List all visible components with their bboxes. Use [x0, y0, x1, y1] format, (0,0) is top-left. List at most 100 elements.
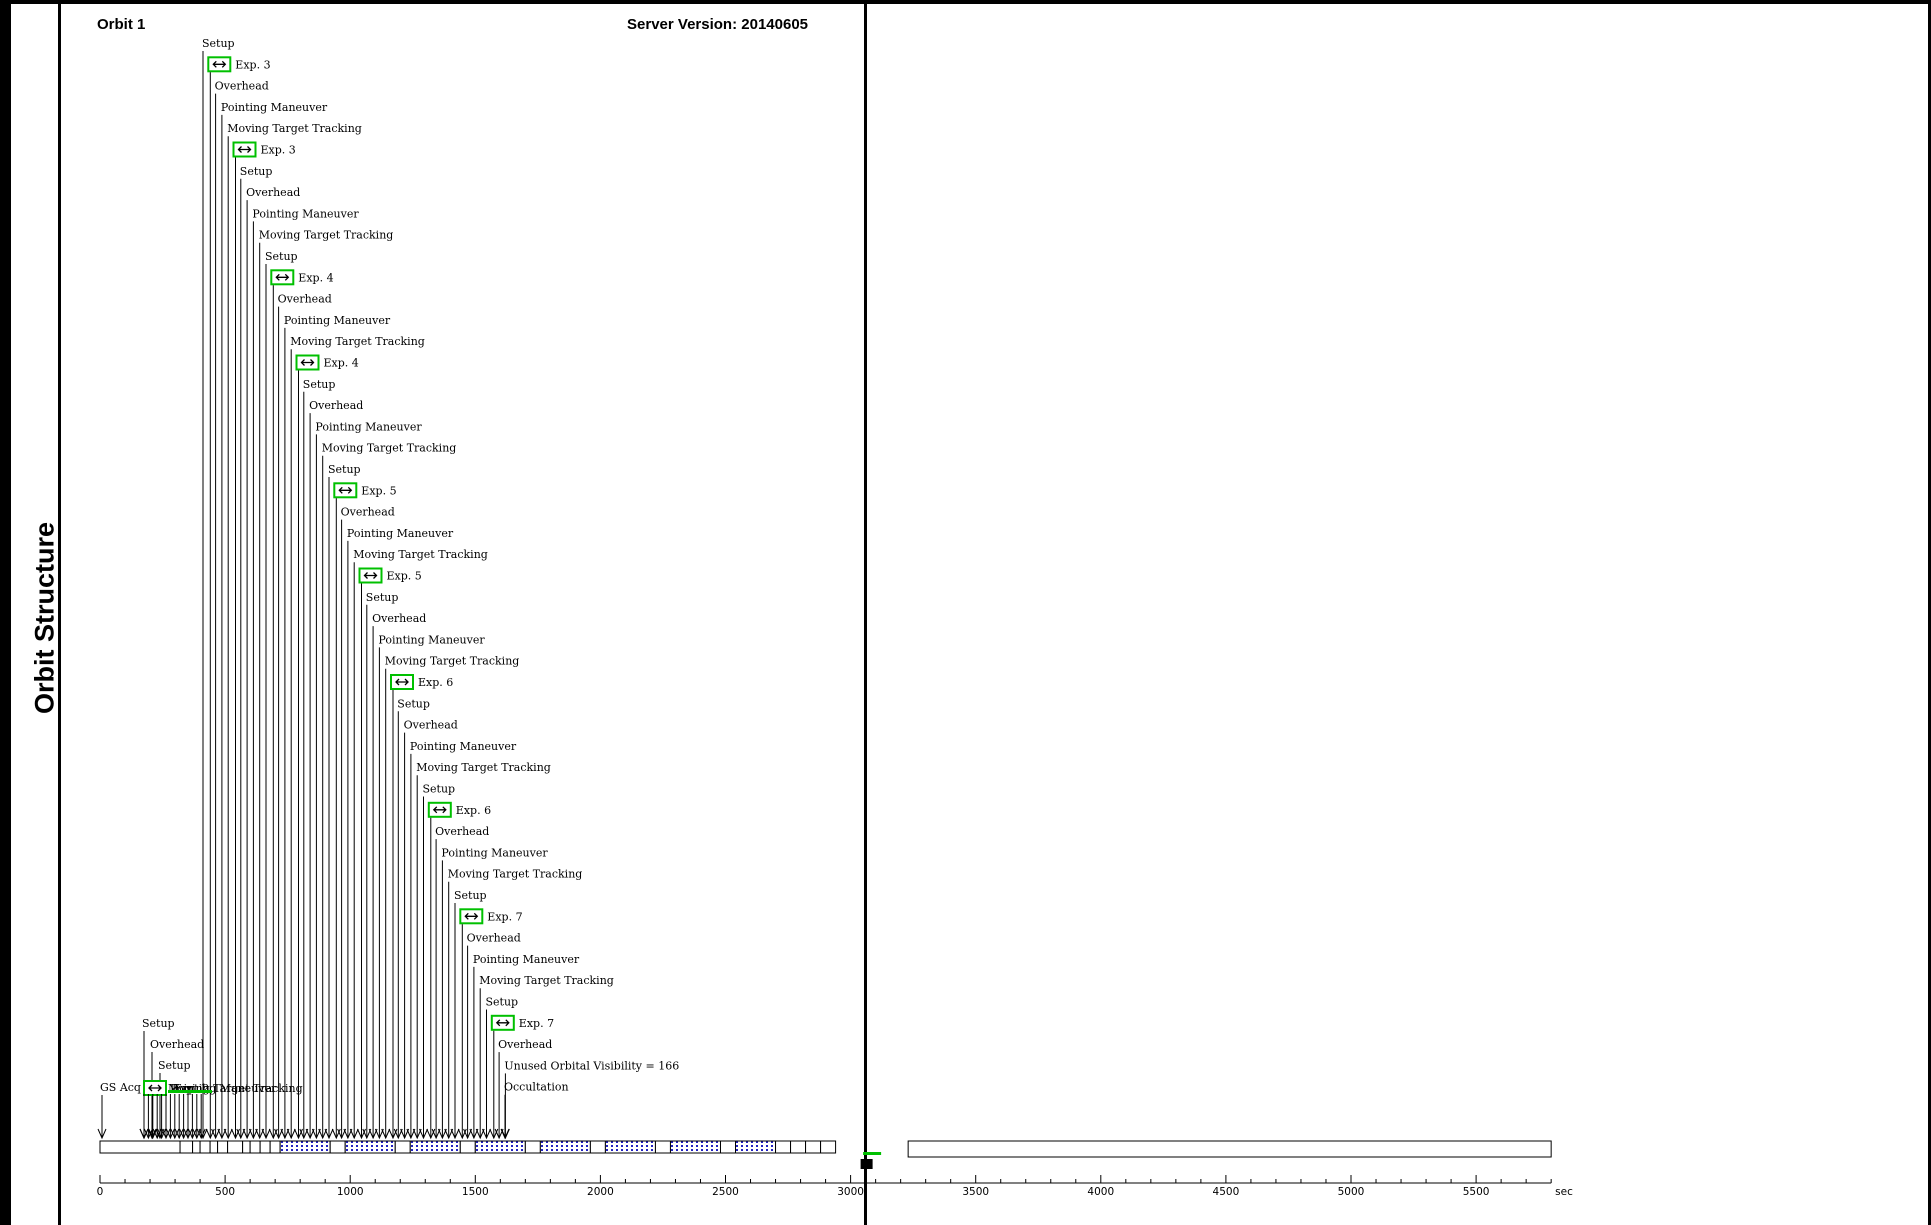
event-label: Pointing Maneuver [347, 527, 454, 540]
event-label: Exp. 7 [519, 1017, 554, 1030]
event-arrowhead [311, 1128, 321, 1140]
event-label: Overhead [278, 293, 332, 306]
overhead-segment [249, 1140, 261, 1154]
cluster-arrowhead [183, 1128, 193, 1140]
double-arrow-icon [148, 1084, 162, 1092]
gs-acq-segment [99, 1140, 181, 1154]
double-arrow-icon [495, 1019, 510, 1027]
event-arrowhead [280, 1128, 290, 1140]
cluster-arrowhead [196, 1128, 206, 1140]
double-arrow-icon [275, 273, 290, 281]
event-arrowhead [318, 1128, 328, 1140]
event-label: Exp. 4 [324, 357, 359, 370]
event-label: Unused Orbital Visibility = 166 [504, 1059, 679, 1072]
event-label: Occultation [504, 1081, 569, 1094]
event-arrowhead [337, 1128, 347, 1140]
event-label: Moving Target Tracking [227, 122, 362, 135]
double-arrow-icon [395, 678, 409, 686]
overlapping-label: Exp. 2 [174, 1082, 209, 1095]
exposure-segment [409, 1140, 461, 1154]
axis-tick-label: 2500 [712, 1186, 739, 1198]
event-label: Setup [265, 250, 298, 263]
event-label: Exp. 6 [418, 676, 453, 689]
overhead-segment [192, 1140, 201, 1154]
overhead-segment [329, 1140, 346, 1154]
event-arrowhead [381, 1128, 391, 1140]
event-label: Moving Target Tracking [479, 974, 614, 987]
event-label: Pointing Maneuver [284, 314, 391, 327]
event-arrowhead [437, 1128, 447, 1140]
cluster-highlight [168, 1090, 212, 1093]
double-arrow-icon [338, 486, 353, 494]
overhead-segment [589, 1140, 606, 1154]
event-label: Overhead [435, 825, 489, 838]
exposure-segment [735, 1140, 777, 1154]
axis-tick-label: 3500 [962, 1186, 989, 1198]
overhead-segment [179, 1140, 194, 1154]
event-label: Exp. 4 [298, 271, 333, 284]
axis-tick-label: 4000 [1087, 1186, 1114, 1198]
axis-tick-label: 1000 [337, 1186, 364, 1198]
event-arrowhead [463, 1128, 473, 1140]
event-label: Pointing Maneuver [221, 101, 328, 114]
double-arrow-icon [237, 146, 252, 153]
cluster-arrowhead [157, 1128, 167, 1140]
event-arrowhead [236, 1128, 246, 1140]
overhead-segment [524, 1140, 541, 1154]
event-arrowhead [261, 1128, 271, 1140]
event-arrowhead [444, 1128, 454, 1140]
overhead-segment [269, 1140, 281, 1154]
event-label: Exp. 5 [361, 484, 396, 497]
orbit-label: Orbit 1 [97, 16, 146, 33]
overhead-segment [775, 1140, 792, 1154]
axis-tick-label: 1500 [462, 1186, 489, 1198]
event-label: Overhead [246, 186, 300, 199]
event-label: Pointing Maneuver [315, 420, 422, 433]
event-label: Moving Target Tracking [353, 548, 488, 561]
event-label: Exp. 5 [387, 570, 422, 583]
event-label: Setup [486, 996, 519, 1009]
event-label: Overhead [341, 506, 395, 519]
axis-tick-label: 0 [97, 1186, 104, 1198]
event-arrowhead [223, 1128, 233, 1140]
event-label: Overhead [467, 932, 521, 945]
event-label: Setup [454, 889, 487, 902]
axis-tick-label: 2000 [587, 1186, 614, 1198]
event-label: Setup [240, 165, 273, 178]
event-arrowhead [343, 1128, 353, 1140]
event-label: Exp. 3 [235, 58, 270, 71]
event-arrowhead [97, 1128, 107, 1140]
event-label: Setup [366, 591, 399, 604]
cluster-arrowhead [192, 1128, 202, 1140]
event-label: Pointing Maneuver [252, 207, 359, 220]
server-version: Server Version: 20140605 [627, 16, 808, 33]
double-arrow-icon [212, 60, 227, 68]
event-arrowhead [419, 1128, 428, 1140]
event-arrowhead [248, 1128, 258, 1140]
event-label: Exp. 3 [261, 144, 296, 157]
event-arrowhead [324, 1128, 334, 1140]
overhead-segment [259, 1140, 271, 1154]
axis-tick-label: 5500 [1463, 1186, 1490, 1198]
event-arrowhead [469, 1128, 479, 1140]
cluster-arrowhead [152, 1128, 162, 1140]
event-label: Pointing Maneuver [410, 740, 517, 753]
event-label: Overhead [215, 80, 269, 93]
event-label: Overhead [498, 1038, 552, 1051]
event-arrowhead [305, 1128, 315, 1140]
cluster-arrowhead [170, 1128, 180, 1140]
event-arrowhead [500, 1128, 510, 1140]
overhead-segment [217, 1140, 229, 1154]
occultation-marker [860, 1159, 873, 1169]
double-arrow-icon [432, 806, 447, 814]
event-label: Setup [328, 463, 361, 476]
overhead-segment [242, 1140, 251, 1154]
event-arrowhead [198, 1128, 208, 1140]
event-arrowhead [400, 1128, 410, 1140]
event-arrowhead [217, 1128, 227, 1140]
event-arrowhead [374, 1128, 384, 1140]
event-arrowhead [299, 1128, 309, 1140]
event-arrowhead [242, 1128, 252, 1140]
event-arrowhead [475, 1128, 485, 1140]
